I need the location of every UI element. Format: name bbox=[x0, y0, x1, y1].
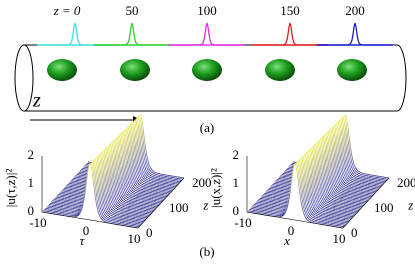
surface-line bbox=[137, 189, 138, 190]
pulse bbox=[37, 23, 113, 45]
surface-line bbox=[143, 185, 144, 186]
surface-line bbox=[123, 203, 124, 204]
surface-line bbox=[124, 201, 125, 202]
surface-line bbox=[110, 215, 111, 216]
surface-line bbox=[133, 193, 134, 194]
surface-line bbox=[114, 213, 115, 214]
surface-line bbox=[148, 178, 149, 179]
y-tick-label: 0 bbox=[146, 225, 153, 240]
surface-line bbox=[122, 204, 123, 205]
surface-line bbox=[353, 178, 354, 179]
surface-line bbox=[144, 183, 145, 184]
surface-line bbox=[134, 192, 135, 193]
pulse bbox=[94, 23, 170, 45]
surface-line bbox=[104, 221, 105, 222]
surface-line bbox=[131, 196, 132, 197]
waterfall-plot: 012-100100100200xz|u(x,z)|² bbox=[208, 115, 415, 248]
surface-line bbox=[357, 174, 358, 175]
surface-line bbox=[343, 188, 344, 189]
surface-line bbox=[348, 185, 349, 186]
soliton-ball bbox=[47, 59, 77, 81]
z-value-label: z = 0 bbox=[53, 3, 81, 18]
surface-line bbox=[96, 158, 97, 159]
waterfall-plot: 012-100100100200τz|u(τ,z)|² bbox=[3, 115, 212, 248]
surface-line bbox=[147, 179, 148, 180]
y-tick-label: 100 bbox=[169, 200, 189, 215]
surface-line bbox=[109, 216, 110, 217]
z-axis-label: |u(τ,z)|² bbox=[3, 169, 18, 208]
surface-line bbox=[106, 220, 107, 221]
surface-line bbox=[132, 194, 133, 195]
z-label: z bbox=[32, 90, 41, 112]
surface-line bbox=[146, 181, 147, 182]
soliton-ball bbox=[192, 59, 222, 81]
surface-line bbox=[152, 174, 153, 175]
surface-line bbox=[107, 219, 108, 220]
surface-line bbox=[149, 177, 150, 178]
surface-line bbox=[337, 194, 338, 195]
cylinder-left bbox=[15, 45, 33, 111]
v-tick-label: 2 bbox=[28, 147, 35, 162]
surface-line bbox=[344, 187, 345, 188]
surface-line bbox=[341, 190, 342, 191]
surface-line bbox=[336, 196, 337, 197]
surface-line bbox=[349, 183, 350, 184]
surface-line bbox=[119, 207, 120, 208]
x-tick-label: -10 bbox=[29, 215, 46, 230]
z-value-label: 150 bbox=[280, 3, 300, 18]
surface-line bbox=[128, 199, 129, 200]
x-tick-label: 10 bbox=[128, 231, 141, 246]
caption: (a) bbox=[200, 120, 214, 135]
pulse bbox=[317, 23, 393, 45]
surface-line bbox=[356, 176, 357, 177]
surface-line bbox=[351, 181, 352, 182]
surface-line bbox=[358, 173, 359, 174]
soliton-ball bbox=[337, 59, 367, 81]
surface-line bbox=[138, 188, 139, 189]
surface-line bbox=[139, 187, 140, 188]
caption: (b) bbox=[199, 244, 214, 259]
surface-line bbox=[339, 192, 340, 193]
soliton-ball bbox=[265, 59, 295, 81]
v-tick-label: 1 bbox=[28, 175, 35, 190]
z-value-label: 100 bbox=[197, 3, 217, 18]
surface-line bbox=[136, 190, 137, 191]
surface-line bbox=[338, 193, 339, 194]
surface-line bbox=[121, 205, 122, 206]
surface-line bbox=[350, 182, 351, 183]
surface-line bbox=[117, 209, 118, 210]
pulse bbox=[169, 23, 245, 45]
surface-line bbox=[145, 182, 146, 183]
z-value-label: 50 bbox=[126, 3, 139, 18]
surface-line bbox=[130, 197, 131, 198]
surface-line bbox=[116, 210, 117, 211]
surface-line bbox=[352, 179, 353, 180]
surface-line bbox=[115, 212, 116, 213]
surface-line bbox=[342, 189, 343, 190]
pulse bbox=[252, 23, 328, 45]
surface-line bbox=[118, 208, 119, 209]
surface-line bbox=[151, 176, 152, 177]
panel-a: z (a) z = 0 50 100 150 200 bbox=[15, 3, 406, 135]
surface-line bbox=[129, 198, 130, 199]
surface-line bbox=[354, 177, 355, 178]
surface-line bbox=[153, 173, 154, 174]
soliton-ball bbox=[120, 59, 150, 81]
z-value-label: 200 bbox=[345, 3, 365, 18]
surface-line bbox=[110, 145, 111, 146]
surface-line bbox=[108, 218, 109, 219]
